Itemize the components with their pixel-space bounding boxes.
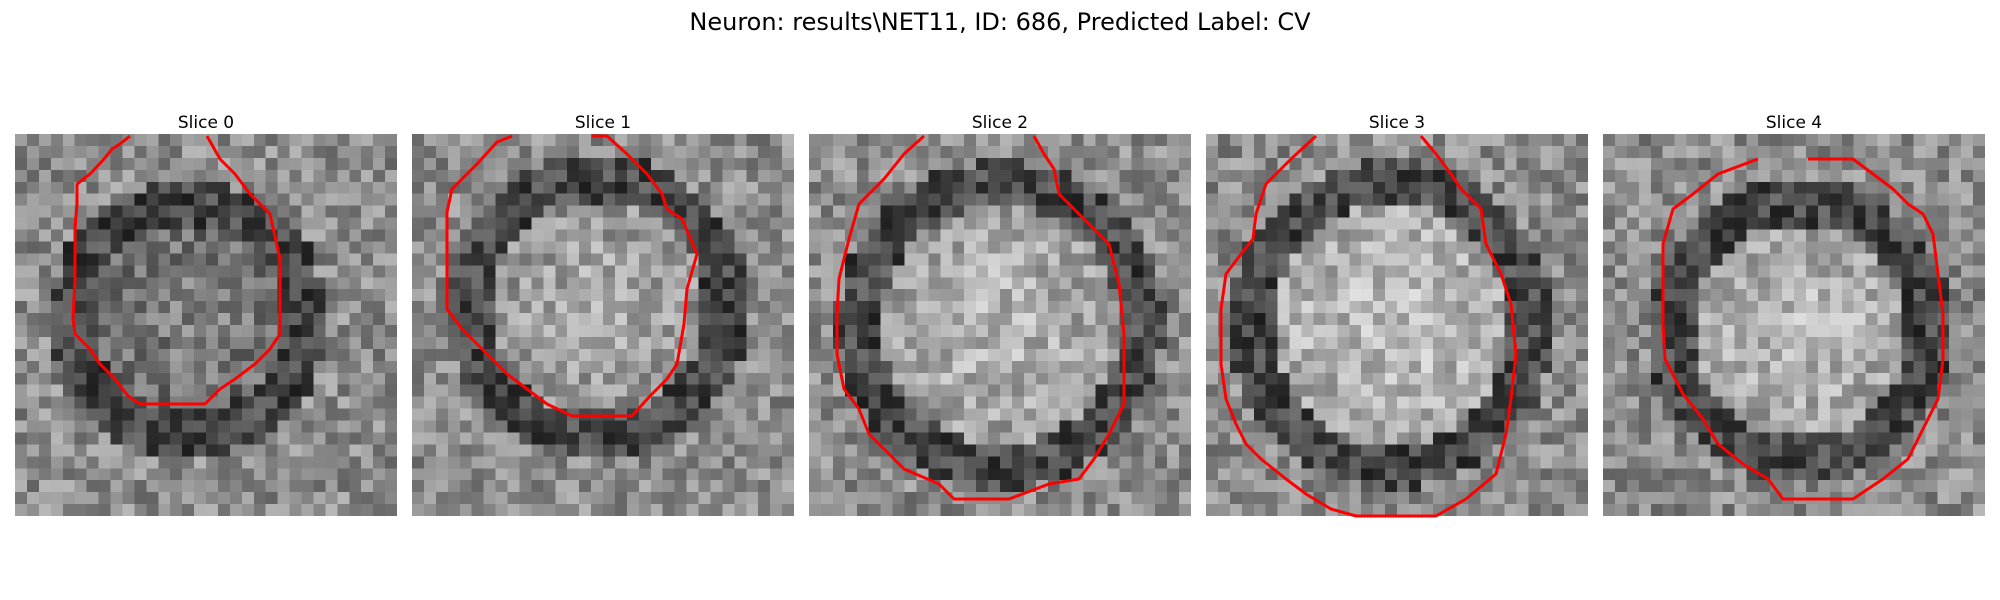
slice-title: Slice 0	[177, 113, 235, 133]
slice-texture	[1603, 134, 1985, 516]
slice-title: Slice 2	[971, 113, 1029, 133]
slice-panel-3: Slice 3	[1206, 112, 1588, 518]
slice-texture	[412, 134, 794, 516]
slice-image	[809, 134, 1191, 516]
slice-texture	[1206, 134, 1588, 516]
cell-contour	[835, 134, 1126, 501]
cell-contour	[1661, 157, 1945, 501]
slice-title: Slice 3	[1368, 113, 1426, 133]
cell-contour	[1219, 134, 1518, 518]
slice-texture	[809, 134, 1191, 516]
cell-contour	[445, 134, 699, 418]
slice-panel-0: Slice 0	[15, 112, 397, 516]
slice-image	[1206, 134, 1588, 518]
slice-image	[1603, 134, 1985, 516]
cell-contour	[71, 134, 282, 406]
figure-title: Neuron: results\NET11, ID: 686, Predicte…	[689, 8, 1311, 36]
slice-panel-4: Slice 4	[1603, 112, 1985, 516]
slice-panel-2: Slice 2	[809, 112, 1191, 516]
slice-image	[412, 134, 794, 516]
slice-title: Slice 1	[574, 113, 632, 133]
slice-texture	[15, 134, 397, 516]
slice-panel-1: Slice 1	[412, 112, 794, 516]
slice-title: Slice 4	[1765, 113, 1823, 133]
slice-image	[15, 134, 397, 516]
